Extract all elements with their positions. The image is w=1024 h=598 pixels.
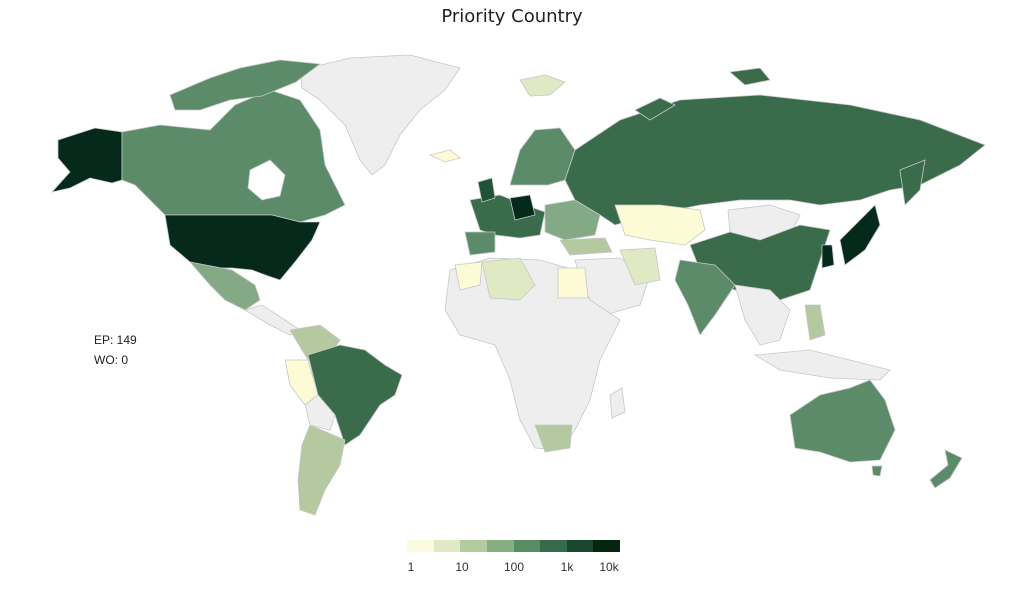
region-south-africa[interactable]: [534, 424, 573, 453]
map-title: Priority Country: [441, 6, 583, 27]
region-greenland[interactable]: [299, 54, 461, 176]
region-canada-islands[interactable]: [169, 59, 322, 111]
legend-gradient: [407, 540, 620, 552]
region-indonesia[interactable]: [753, 349, 891, 381]
region-argentina[interactable]: [297, 424, 346, 516]
region-africa[interactable]: [444, 257, 621, 451]
region-scandinavia[interactable]: [509, 127, 576, 186]
region-mexico[interactable]: [188, 261, 261, 311]
legend-tick-10: 10: [455, 560, 469, 574]
ep-count: EP: 149: [94, 333, 137, 347]
region-southeast-asia[interactable]: [734, 284, 791, 346]
region-japan[interactable]: [839, 204, 881, 266]
legend-ticks: 1 10 100 1k 10k: [407, 560, 620, 582]
region-tasmania[interactable]: [871, 465, 883, 477]
region-philippines[interactable]: [804, 304, 826, 341]
region-arctic-russia[interactable]: [729, 67, 771, 86]
region-united-states[interactable]: [164, 214, 321, 281]
wo-count: WO: 0: [94, 353, 129, 367]
legend-tick-10k: 10k: [599, 560, 619, 574]
hudson-bay: [247, 159, 286, 201]
region-bolivia[interactable]: [304, 394, 336, 431]
region-russia[interactable]: [564, 94, 986, 226]
legend-swatch: [486, 540, 514, 552]
region-united-kingdom[interactable]: [477, 177, 496, 203]
region-korea[interactable]: [821, 244, 835, 269]
region-arctic-russia-2[interactable]: [634, 97, 676, 121]
legend-tick-1: 1: [407, 560, 415, 574]
legend-swatch: [407, 540, 434, 552]
region-algeria[interactable]: [481, 257, 536, 301]
legend-swatch: [513, 540, 541, 552]
region-morocco[interactable]: [454, 261, 483, 291]
region-kazakhstan[interactable]: [614, 204, 706, 246]
region-iran[interactable]: [619, 247, 661, 286]
region-svalbard[interactable]: [519, 74, 566, 97]
region-canada[interactable]: [121, 89, 346, 223]
legend-tick-1k: 1k: [560, 560, 574, 574]
region-new-zealand[interactable]: [929, 449, 963, 489]
region-alaska[interactable]: [50, 127, 123, 193]
region-egypt[interactable]: [557, 267, 589, 299]
legend-swatch: [593, 540, 620, 552]
legend-swatch: [540, 540, 567, 552]
side-stats: EP: 149 WO: 0: [94, 330, 137, 370]
region-germany[interactable]: [509, 194, 536, 221]
legend-swatch: [460, 540, 487, 552]
region-iberia[interactable]: [464, 231, 496, 256]
legend-tick-100: 100: [503, 560, 525, 574]
legend-swatch: [433, 540, 461, 552]
region-turkey[interactable]: [559, 237, 613, 256]
region-india[interactable]: [674, 259, 736, 336]
region-russia-east[interactable]: [899, 159, 926, 206]
region-australia[interactable]: [789, 379, 896, 463]
region-madagascar[interactable]: [609, 387, 626, 419]
region-iceland[interactable]: [428, 149, 461, 163]
legend-swatch: [566, 540, 594, 552]
color-legend: 1 10 100 1k 10k: [407, 540, 620, 582]
region-western-europe[interactable]: [469, 194, 546, 239]
